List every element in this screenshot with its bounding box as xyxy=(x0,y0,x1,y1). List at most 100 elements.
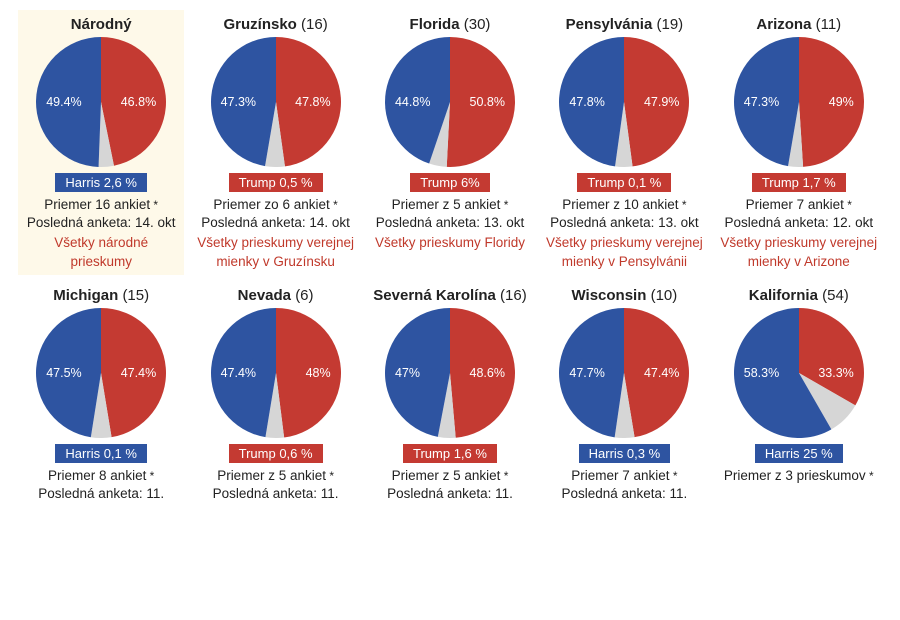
lead-badge: Trump 1,7 % xyxy=(752,173,846,192)
pie-label-blue: 44.8% xyxy=(395,95,430,109)
poll-count: Priemer z 3 prieskumov xyxy=(724,468,866,483)
last-poll-date: Posledná anketa: 13. okt xyxy=(550,215,699,230)
poll-meta: Priemer z 3 prieskumov * xyxy=(720,467,878,485)
card-title: Nevada (6) xyxy=(196,287,354,304)
pie-label-red: 46.8% xyxy=(121,95,156,109)
electoral-votes: (30) xyxy=(464,16,491,33)
card-title: Florida (30) xyxy=(371,16,529,33)
pie-chart: 58.3% 33.3% xyxy=(734,308,864,438)
pie-chart: 49.4% 46.8% xyxy=(36,37,166,167)
region-name: Pensylvánia xyxy=(566,16,653,33)
asterisk-icon: * xyxy=(679,198,687,212)
poll-card-wi: Wisconsin (10)47.7%47.4%Harris 0,3 %Prie… xyxy=(541,281,707,507)
last-poll-date: Posledná anketa: 13. okt xyxy=(376,215,525,230)
lead-badge: Harris 0,1 % xyxy=(55,444,147,463)
lead-badge: Trump 0,1 % xyxy=(577,173,671,192)
poll-meta: Priemer 8 ankiet * Posledná anketa: 11. xyxy=(22,467,180,503)
lead-badge: Harris 0,3 % xyxy=(579,444,671,463)
region-name: Národný xyxy=(71,16,132,33)
pie-label-red: 50.8% xyxy=(470,95,505,109)
poll-count: Priemer 7 ankiet xyxy=(746,197,844,212)
pie-label-red: 33.3% xyxy=(818,366,853,380)
poll-count: Priemer z 5 ankiet xyxy=(392,468,501,483)
card-title: Severná Karolína (16) xyxy=(371,287,529,304)
region-name: Kalifornia xyxy=(749,287,818,304)
card-title: Gruzínsko (16) xyxy=(196,16,354,33)
lead-badge: Harris 25 % xyxy=(755,444,843,463)
pie-label-blue: 49.4% xyxy=(46,95,81,109)
pie-label-blue: 47.8% xyxy=(569,95,604,109)
region-name: Wisconsin xyxy=(572,287,647,304)
all-polls-link[interactable]: Všetky národné prieskumy xyxy=(22,234,180,270)
pie-chart: 47.7% 47.4% xyxy=(559,308,689,438)
electoral-votes: (19) xyxy=(656,16,683,33)
poll-card-ga: Gruzínsko (16)47.3%47.8%Trump 0,5 %Priem… xyxy=(192,10,358,275)
card-title: Wisconsin (10) xyxy=(545,287,703,304)
all-polls-link[interactable]: Všetky prieskumy verejnej mienky v Arizo… xyxy=(720,234,878,270)
poll-meta: Priemer 7 ankiet *Posledná anketa: 11. xyxy=(545,467,703,503)
poll-count: Priemer zo 6 ankiet xyxy=(213,197,329,212)
last-poll-date: Posledná anketa: 11. xyxy=(561,486,687,501)
poll-meta: Priemer zo 6 ankiet *Posledná anketa: 14… xyxy=(196,196,354,232)
last-poll-date: Posledná anketa: 14. okt xyxy=(201,215,350,230)
region-name: Florida xyxy=(410,16,460,33)
last-poll-date: Posledná anketa: 11. xyxy=(387,486,513,501)
asterisk-icon: * xyxy=(146,469,154,483)
region-name: Arizona xyxy=(756,16,811,33)
poll-count: Priemer 16 ankiet xyxy=(44,197,150,212)
lead-badge: Trump 1,6 % xyxy=(403,444,497,463)
electoral-votes: (11) xyxy=(816,16,842,33)
asterisk-icon: * xyxy=(670,469,678,483)
region-name: Michigan xyxy=(53,287,118,304)
all-polls-link[interactable]: Všetky prieskumy Floridy xyxy=(371,234,529,252)
pie-label-blue: 47.7% xyxy=(569,366,604,380)
pie-label-red: 47.9% xyxy=(644,95,679,109)
poll-card-fl: Florida (30)44.8%50.8%Trump 6%Priemer z … xyxy=(367,10,533,275)
all-polls-link[interactable]: Všetky prieskumy verejnej mienky v Pensy… xyxy=(545,234,703,270)
poll-card-az: Arizona (11) 47.3% 49% Trump 1,7 % Priemer 7… xyxy=(716,10,882,275)
electoral-votes: (16) xyxy=(500,287,527,304)
poll-count: Priemer z 10 ankiet xyxy=(562,197,678,212)
poll-card-nat: Národný49.4%46.8%Harris 2,6 %Priemer 16 … xyxy=(18,10,184,275)
electoral-votes: (15) xyxy=(122,287,149,304)
last-poll-date: Posledná anketa: 11. xyxy=(213,486,339,501)
poll-meta: Priemer 16 ankiet * Posledná anketa: 14. … xyxy=(22,196,180,232)
pie-label-red: 49% xyxy=(829,95,854,109)
pie-label-red: 47.8% xyxy=(295,95,330,109)
card-title: Kalifornia (54) xyxy=(720,287,878,304)
last-poll-date: Posledná anketa: 11. xyxy=(38,486,164,501)
pie-chart: 47.3%47.8% xyxy=(211,37,341,167)
last-poll-date: Posledná anketa: 14. okt xyxy=(27,215,176,230)
electoral-votes: (54) xyxy=(822,287,849,304)
poll-count: Priemer 8 ankiet xyxy=(48,468,146,483)
poll-meta: Priemer z 10 ankiet * Posledná anketa: 13… xyxy=(545,196,703,232)
electoral-votes: (10) xyxy=(651,287,678,304)
poll-card-nc: Severná Karolína (16)47%48.6%Trump 1,6 %… xyxy=(367,281,533,507)
last-poll-date: Posledná anketa: 12. okt xyxy=(724,215,873,230)
poll-card-pa: Pensylvánia (19) 47.8% 47.9% Trump 0,1 % Pri… xyxy=(541,10,707,275)
pie-chart: 47.4% 48% xyxy=(211,308,341,438)
all-polls-link[interactable]: Všetky prieskumy verejnej mienky v Gruzí… xyxy=(196,234,354,270)
pie-label-red: 48% xyxy=(306,366,331,380)
poll-meta: Priemer z 5 ankiet *Posledná anketa: 11. xyxy=(371,467,529,503)
pie-chart: 47.3% 49% xyxy=(734,37,864,167)
card-title: Národný xyxy=(22,16,180,33)
pie-label-blue: 47.3% xyxy=(744,95,779,109)
electoral-votes: (6) xyxy=(295,287,313,304)
pie-label-red: 47.4% xyxy=(644,366,679,380)
pie-label-blue: 58.3% xyxy=(744,366,779,380)
lead-badge: Trump 0,6 % xyxy=(229,444,323,463)
pie-chart: 44.8% 50.8% xyxy=(385,37,515,167)
pie-label-red: 47.4% xyxy=(121,366,156,380)
electoral-votes: (16) xyxy=(301,16,328,33)
pie-label-blue: 47.4% xyxy=(221,366,256,380)
asterisk-icon: * xyxy=(866,469,874,483)
card-title: Pensylvánia (19) xyxy=(545,16,703,33)
card-title: Michigan (15) xyxy=(22,287,180,304)
pie-chart: 47.8% 47.9% xyxy=(559,37,689,167)
region-name: Gruzínsko xyxy=(223,16,296,33)
asterisk-icon: * xyxy=(326,469,334,483)
asterisk-icon: * xyxy=(150,198,158,212)
poll-card-ca: Kalifornia (54) 58.3% 33.3% Harris 25 % Prie… xyxy=(716,281,882,507)
poll-meta: Priemer z 5 ankiet *Posledná anketa: 13.… xyxy=(371,196,529,232)
